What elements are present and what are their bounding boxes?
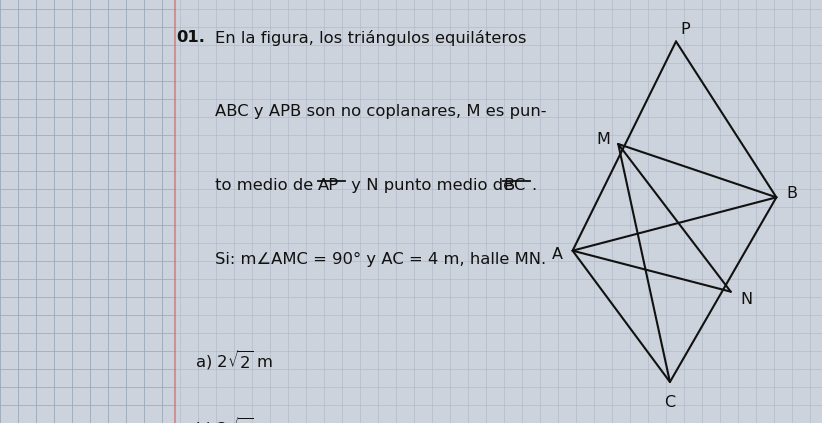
Text: .: . [531, 178, 536, 192]
Text: En la figura, los triángulos equiláteros: En la figura, los triángulos equiláteros [215, 30, 527, 46]
Text: AP: AP [318, 178, 339, 192]
Text: b) $2\sqrt{3}$ m: b) $2\sqrt{3}$ m [195, 415, 274, 423]
Text: C: C [664, 395, 676, 410]
Text: to medio de: to medio de [215, 178, 319, 192]
Text: Si: m∠AMC = 90° y AC = 4 m, halle MN.: Si: m∠AMC = 90° y AC = 4 m, halle MN. [215, 252, 547, 266]
Text: N: N [740, 292, 752, 308]
Text: 01.: 01. [177, 30, 206, 44]
Text: M: M [596, 132, 610, 147]
Text: a) $2\sqrt{2}$ m: a) $2\sqrt{2}$ m [195, 348, 273, 372]
Text: ABC y APB son no coplanares, M es pun-: ABC y APB son no coplanares, M es pun- [215, 104, 547, 118]
Text: P: P [681, 22, 690, 37]
Text: B: B [786, 186, 797, 201]
Text: BC: BC [503, 178, 525, 192]
Text: A: A [552, 247, 563, 262]
Text: y N punto medio de: y N punto medio de [346, 178, 519, 192]
